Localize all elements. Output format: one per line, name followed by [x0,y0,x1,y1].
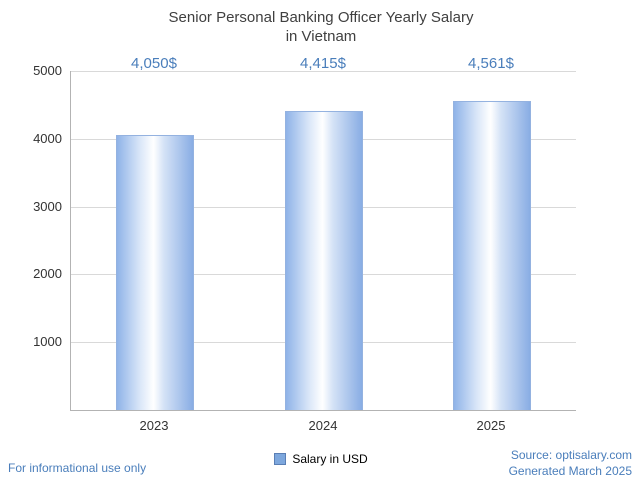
chart-title-line1: Senior Personal Banking Officer Yearly S… [168,9,474,26]
chart-title: Senior Personal Banking Officer Yearly S… [0,8,642,46]
chart-title-line2: in Vietnam [285,28,357,45]
legend-label: Salary in USD [292,452,368,466]
source-text: Source: optisalary.com [510,448,632,462]
y-tick-label: 1000 [33,334,62,349]
value-label-2025: 4,561$ [468,55,514,72]
legend-swatch-icon [274,453,287,465]
source-block: Source: optisalary.com Generated March 2… [509,447,632,479]
generated-text: Generated March 2025 [508,464,632,478]
legend: Salary in USD [0,452,642,466]
disclaimer-text: For informational use only [8,461,147,475]
y-tick-label: 5000 [33,63,62,78]
x-tick-label-2023: 2023 [139,418,169,433]
x-tick-label-2025: 2025 [476,418,506,433]
plot-area [70,71,576,411]
y-tick-label: 3000 [33,199,62,214]
bar-2024 [285,111,363,410]
bar-2025 [453,101,531,410]
value-label-2023: 4,050$ [131,55,177,72]
gridline [71,71,576,72]
y-tick-label: 4000 [33,131,62,146]
value-label-2024: 4,415$ [300,55,346,72]
x-tick-label-2024: 2024 [308,418,338,433]
y-tick-label: 2000 [33,266,62,281]
bar-2023 [116,135,194,410]
